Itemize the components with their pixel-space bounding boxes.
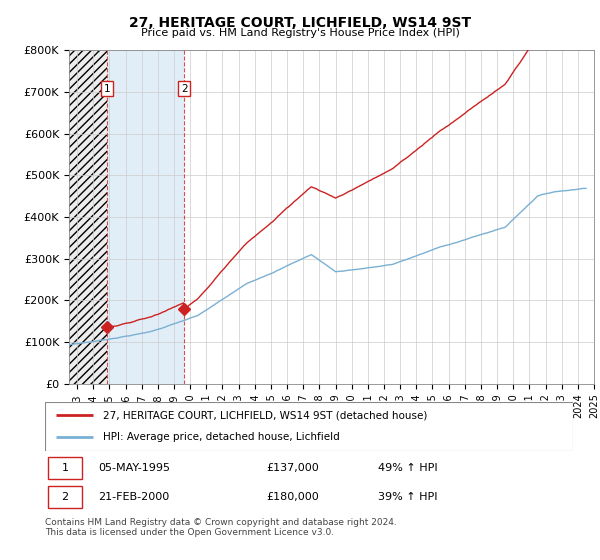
- Text: 2: 2: [62, 492, 68, 502]
- Text: 1: 1: [62, 463, 68, 473]
- Text: Price paid vs. HM Land Registry's House Price Index (HPI): Price paid vs. HM Land Registry's House …: [140, 28, 460, 38]
- Text: 2: 2: [181, 83, 187, 94]
- Text: 1: 1: [104, 83, 110, 94]
- Text: 39% ↑ HPI: 39% ↑ HPI: [377, 492, 437, 502]
- Text: Contains HM Land Registry data © Crown copyright and database right 2024.
This d: Contains HM Land Registry data © Crown c…: [45, 518, 397, 538]
- Text: £180,000: £180,000: [267, 492, 320, 502]
- Text: 21-FEB-2000: 21-FEB-2000: [98, 492, 169, 502]
- Bar: [69, 50, 107, 384]
- Text: 05-MAY-1995: 05-MAY-1995: [98, 463, 170, 473]
- Text: £137,000: £137,000: [267, 463, 320, 473]
- Text: 27, HERITAGE COURT, LICHFIELD, WS14 9ST (detached house): 27, HERITAGE COURT, LICHFIELD, WS14 9ST …: [103, 410, 427, 421]
- Bar: [47, 457, 82, 479]
- Bar: [107, 50, 184, 384]
- Text: HPI: Average price, detached house, Lichfield: HPI: Average price, detached house, Lich…: [103, 432, 340, 442]
- Text: 49% ↑ HPI: 49% ↑ HPI: [377, 463, 437, 473]
- Bar: [47, 486, 82, 507]
- Bar: [69, 50, 107, 384]
- Text: 27, HERITAGE COURT, LICHFIELD, WS14 9ST: 27, HERITAGE COURT, LICHFIELD, WS14 9ST: [129, 16, 471, 30]
